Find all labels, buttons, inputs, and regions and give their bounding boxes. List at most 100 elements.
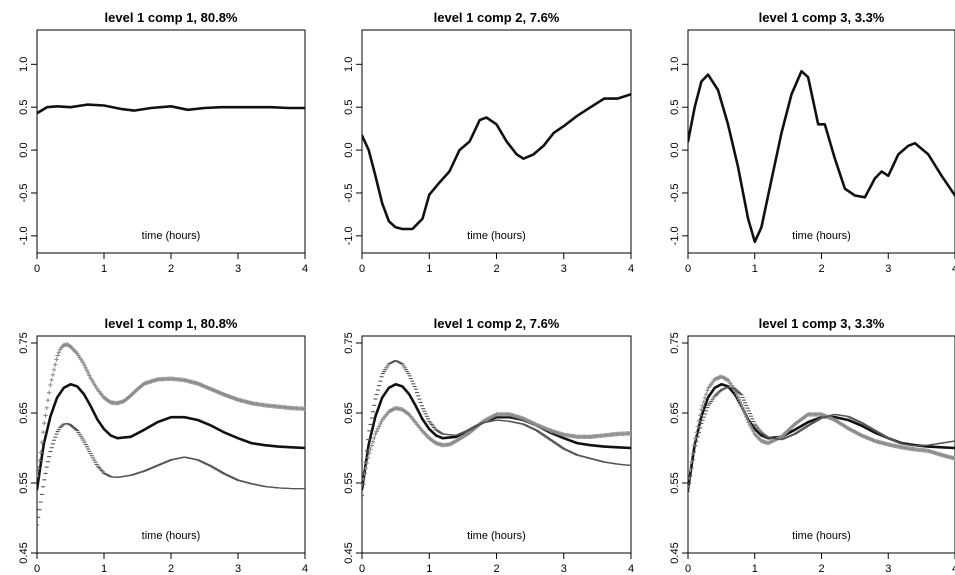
y-tick-label: 0.65 (18, 402, 30, 423)
plus-marker (748, 424, 754, 430)
plus-marker (736, 397, 742, 402)
plot-frame (687, 29, 955, 254)
plus-marker (375, 426, 381, 432)
panel-title: level 1 comp 1, 80.8% (105, 10, 238, 25)
plot-frame (361, 29, 632, 254)
plus-marker (693, 435, 698, 441)
x-tick-label: 1 (101, 563, 107, 575)
x-tick-label: 0 (685, 563, 691, 575)
x-tick-label: 4 (628, 263, 634, 275)
x-tick-label: 4 (302, 263, 308, 275)
plus-marker (742, 411, 748, 416)
plus-marker (691, 442, 697, 448)
plus-marker (741, 408, 747, 413)
plus-marker (695, 424, 700, 429)
y-tick-label: -0.5 (669, 183, 681, 202)
y-tick-label: 0.55 (669, 472, 681, 493)
plus-marker (701, 399, 706, 405)
plus-marker (735, 394, 740, 399)
series-line (37, 103, 305, 115)
plus-marker (48, 382, 53, 388)
series-line (362, 383, 631, 491)
plus-marker (747, 422, 753, 428)
y-tick-label: 0.75 (18, 332, 30, 353)
y-tick-label: 0.5 (18, 100, 30, 115)
x-tick-label: 1 (752, 263, 758, 275)
plus-marker (367, 450, 372, 456)
y-tick-label: 0.5 (343, 100, 355, 115)
panel-1: level 1 comp 1, 80.8% time (hours) 0 1 2 3 4 -1… (18, 10, 308, 275)
plus-marker (87, 373, 92, 378)
plus-marker (370, 439, 376, 444)
plus-marker (39, 440, 45, 445)
plus-marker (745, 417, 750, 423)
plus-marker (952, 456, 955, 461)
x-tick-label: 2 (818, 263, 824, 275)
y-tick-label: 1.0 (669, 57, 681, 72)
plus-marker (82, 363, 87, 368)
series-group (37, 103, 305, 115)
series-group (362, 93, 631, 231)
y-tick-label: 0.55 (343, 472, 355, 493)
series-line (688, 383, 955, 491)
x-axis-label: time (hours) (467, 230, 526, 242)
plus-marker (704, 392, 709, 397)
y-tick-label: 0.0 (18, 142, 30, 157)
plus-marker (696, 418, 702, 424)
x-tick-label: 1 (426, 563, 432, 575)
plus-marker (378, 421, 383, 427)
plus-marker (362, 476, 366, 482)
panel-title: level 1 comp 3, 3.3% (759, 10, 885, 25)
plus-marker (365, 455, 371, 460)
series-group (688, 374, 955, 492)
plus-marker (740, 405, 745, 410)
y-tick-label: 0.65 (343, 402, 355, 423)
plus-marker (373, 431, 378, 437)
plus-marker (45, 398, 51, 403)
plus-marker (699, 407, 704, 412)
y-tick-label: 1.0 (18, 57, 30, 72)
plot-frame (36, 29, 306, 254)
x-tick-label: 4 (628, 563, 634, 575)
y-tick-label: 0.0 (669, 142, 681, 157)
y-tick-label: 0.45 (343, 542, 355, 563)
y-tick-label: 0.5 (669, 100, 681, 115)
x-tick-label: 3 (561, 563, 567, 575)
plus-marker (37, 466, 41, 471)
panel-title: level 1 comp 3, 3.3% (759, 316, 885, 331)
panel-title: level 1 comp 2, 7.6% (434, 316, 560, 331)
plus-marker (50, 372, 56, 378)
y-tick-label: 0.45 (18, 542, 30, 563)
x-tick-label: 3 (885, 563, 891, 575)
series-group (688, 69, 955, 244)
series-line (362, 93, 631, 231)
y-tick-label: -1.0 (18, 226, 30, 245)
plus-marker (734, 391, 739, 397)
x-tick-label: 3 (885, 263, 891, 275)
series-line (688, 69, 955, 244)
plus-marker (51, 367, 57, 372)
x-tick-label: 2 (493, 263, 499, 275)
plus-marker (363, 466, 368, 471)
plus-marker (44, 405, 49, 411)
plus-marker (37, 473, 40, 479)
plus-marker (688, 467, 693, 473)
plus-marker (372, 435, 377, 441)
plus-marker (49, 377, 54, 383)
plus-marker (697, 413, 703, 418)
plus-marker (54, 357, 59, 362)
plus-marker (739, 402, 744, 407)
panel-3: level 1 comp 3, 3.3% time (hours) 0 1 2 3 4 -1.… (669, 10, 955, 275)
y-tick-label: 0.45 (669, 542, 681, 563)
panel-4: level 1 comp 1, 80.8% time (hours) 0 1 2 3 4 0.… (18, 316, 308, 575)
plus-marker (81, 360, 86, 366)
plus-marker (40, 429, 46, 435)
x-tick-label: 1 (426, 263, 432, 275)
plus-marker (628, 431, 631, 436)
plus-marker (37, 458, 42, 463)
series-group (362, 360, 631, 497)
x-tick-label: 0 (685, 263, 691, 275)
plus-marker (369, 443, 374, 448)
panel-2: level 1 comp 2, 7.6% time (hours) 0 1 2 3 4 -1.… (343, 10, 634, 275)
